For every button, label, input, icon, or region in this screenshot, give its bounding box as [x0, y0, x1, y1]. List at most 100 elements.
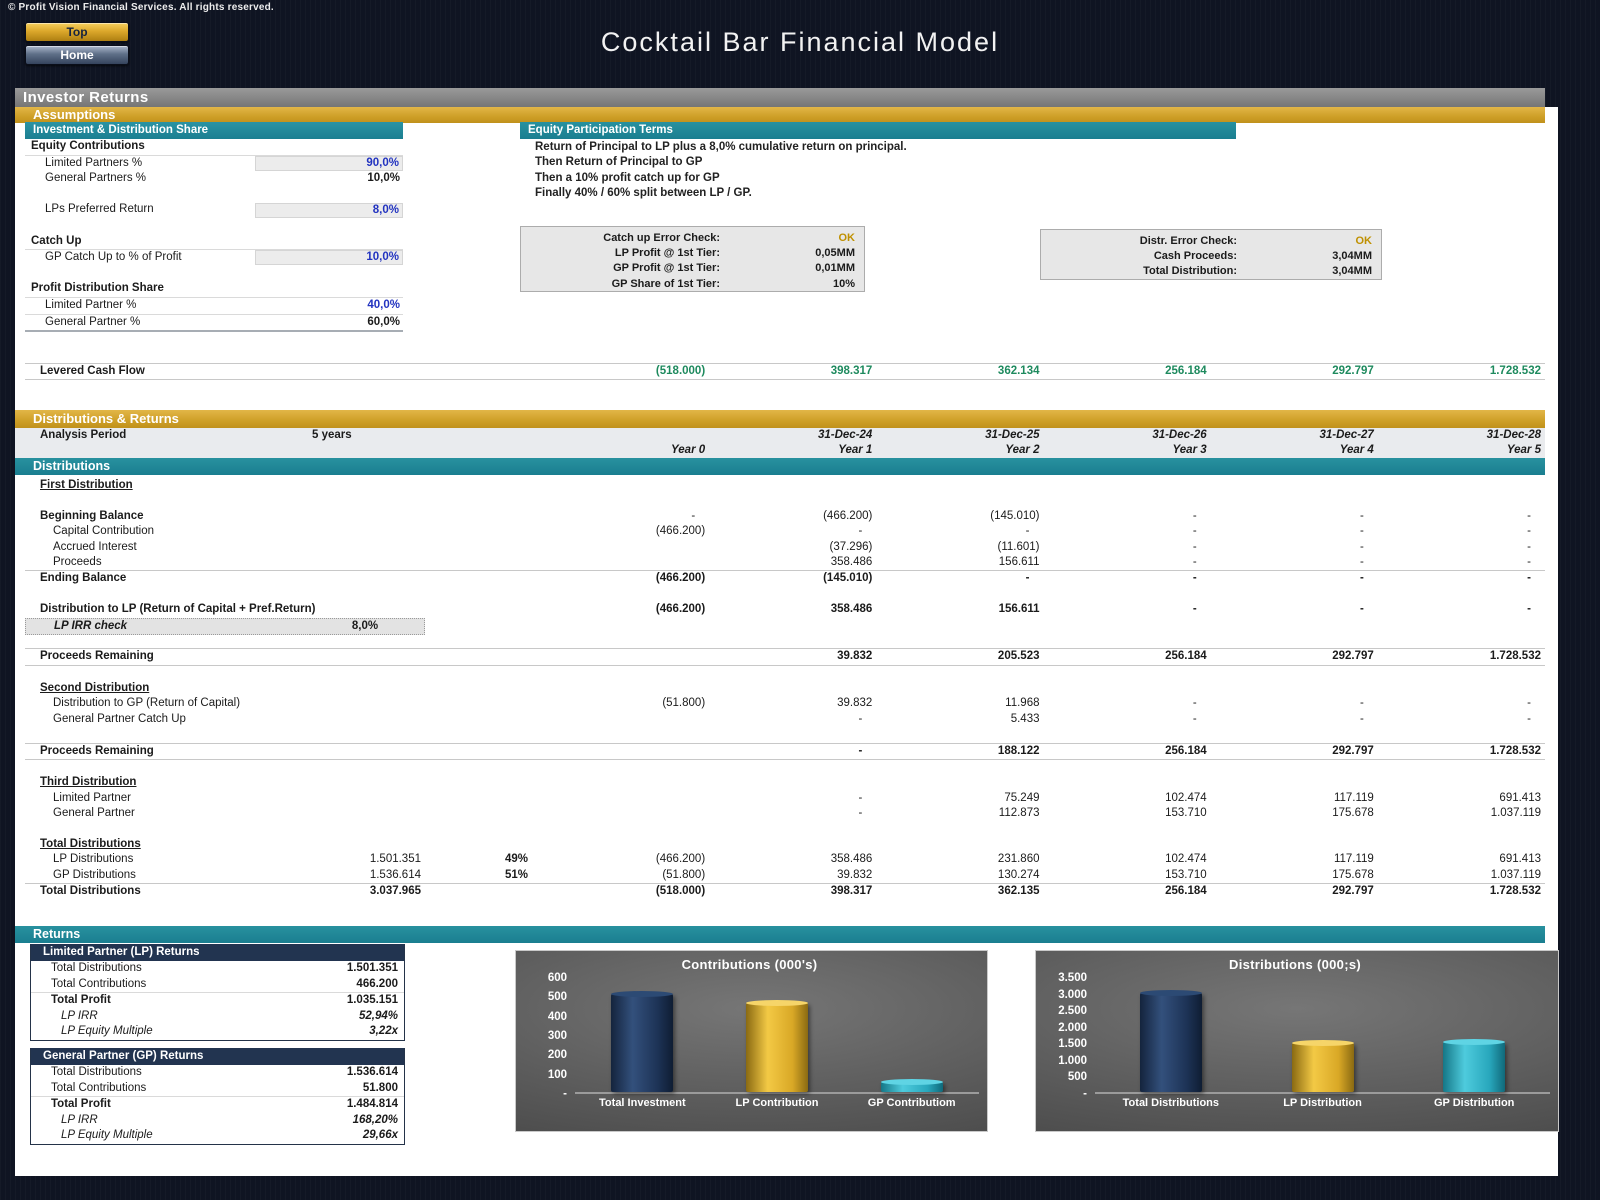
- spacer-row: [25, 266, 403, 282]
- table-row: Accrued Interest (37.296) (11.601) - - -: [25, 540, 1545, 555]
- year-value: [542, 478, 709, 493]
- value-col-b: [425, 837, 542, 852]
- chart-title: Distributions (000;s): [1229, 957, 1361, 972]
- y-axis: 600 500 400 300 200 100 -: [520, 972, 575, 1100]
- kv-label: Cash Proceeds:: [1153, 250, 1237, 263]
- kv-value: 0,05MM: [815, 247, 855, 260]
- kv-label: GP Catch Up to % of Profit: [45, 251, 182, 264]
- year-value: -: [1359, 697, 1364, 710]
- assumptions-rows: Equity Contributions Limited Partners % 90…: [25, 139, 403, 333]
- year-value: -: [1025, 572, 1030, 585]
- year-value: [542, 806, 709, 821]
- kv-row: Total Profit 1.035.151: [31, 993, 404, 1009]
- value-col-a: [310, 509, 425, 524]
- chart-bar: [611, 990, 674, 1092]
- year-value: 1.037.119: [1490, 807, 1541, 820]
- value-col-a: [310, 478, 425, 493]
- row-label: General Partner: [53, 807, 135, 820]
- row-label: Proceeds Remaining: [40, 650, 154, 663]
- kv-value: OK: [1355, 235, 1373, 247]
- input-field[interactable]: 8,0%: [255, 202, 403, 218]
- table-row: GP Distributions 1.536.614 51% (51.800) 39.8…: [25, 868, 1545, 883]
- date-header: 31-Dec-25: [985, 429, 1040, 441]
- bar-slot: [844, 978, 979, 1092]
- year-value: 156.611: [998, 555, 1040, 568]
- row-label: Limited Partner: [53, 791, 131, 804]
- value-col-b: [425, 555, 542, 570]
- kv-label: Total Contributions: [51, 1081, 147, 1094]
- spacer-row: [25, 822, 1545, 837]
- axis-tick: 1.500: [1058, 1038, 1087, 1051]
- year-value: (466.200): [655, 572, 706, 585]
- year-value: 1.728.532: [1489, 650, 1541, 663]
- bar-slot: [575, 978, 710, 1092]
- value-col-a: [310, 837, 425, 852]
- spacer-row: [25, 587, 1545, 602]
- row-label: Second Distribution: [40, 682, 150, 695]
- year-value: [709, 775, 876, 790]
- input-field[interactable]: 90,0%: [255, 155, 403, 171]
- table-row: Second Distribution: [25, 681, 1545, 696]
- gp-returns-box: General Partner (GP) Returns Total Distr…: [30, 1048, 405, 1145]
- row-label: Proceeds: [53, 555, 102, 568]
- chart-bar: [1139, 990, 1202, 1092]
- year-value: (51.800): [662, 868, 706, 881]
- catchup-error-check-box: Catch up Error Check: OK LP Profit @ 1st T…: [520, 226, 865, 292]
- kv-label: LP Profit @ 1st Tier:: [614, 247, 720, 260]
- table-row: Beginning Balance - (466.200) (145.010) - - -: [25, 509, 1545, 524]
- home-button[interactable]: Home: [25, 45, 129, 65]
- year-value: 175.678: [1332, 807, 1374, 820]
- value-col-a: 3.037.965: [369, 885, 421, 898]
- value-col-b: [425, 602, 542, 617]
- kv-label: Total Distributions: [51, 962, 142, 974]
- axis-tick: 400: [547, 1010, 567, 1023]
- year-value: (11.601): [997, 540, 1040, 553]
- x-axis-label: GP Contributiom: [867, 1097, 956, 1109]
- year-value: (145.010): [823, 572, 873, 585]
- distribution-error-check-box: Distr. Error Check: OK Cash Proceeds: 3,04M…: [1040, 229, 1382, 280]
- bars: [1095, 978, 1550, 1092]
- year-value: [1211, 837, 1378, 852]
- year-value: 1.037.119: [1490, 868, 1541, 881]
- year-value: (518.000): [655, 885, 706, 898]
- year-value: -: [1527, 697, 1531, 710]
- gp-returns-header: General Partner (GP) Returns: [31, 1048, 404, 1065]
- row-label: Levered Cash Flow: [40, 365, 145, 377]
- kv-label: Equity Contributions: [31, 140, 145, 152]
- top-button[interactable]: Top: [25, 22, 129, 42]
- year-value: [1378, 775, 1545, 790]
- y-axis: 3.500 3.000 2.500 2.000 1.500 1.000 500 -: [1040, 972, 1095, 1100]
- table-row: Ending Balance (466.200) (145.010) - - - -: [25, 570, 1545, 586]
- year-value: 292.797: [1332, 744, 1374, 757]
- year-value: -: [858, 791, 863, 804]
- kv-value: 40,0%: [367, 298, 400, 311]
- year-value: [542, 837, 709, 852]
- value-col-a: 1.536.614: [369, 868, 421, 881]
- kv-value: 466.200: [356, 977, 398, 990]
- value-col-a: [310, 681, 425, 696]
- kv-label: GP Profit @ 1st Tier:: [613, 262, 720, 275]
- year-value: [1044, 775, 1211, 790]
- value-col-a: [310, 806, 425, 821]
- value-col-a: [310, 712, 425, 727]
- kv-label: GP Share of 1st Tier:: [611, 277, 720, 290]
- value-col-a: [310, 555, 425, 570]
- value-col-b: [425, 509, 542, 524]
- year-header: Year 0: [671, 444, 706, 457]
- year-value: [1044, 837, 1211, 852]
- section-distributions-returns: Distributions & Returns: [15, 410, 1545, 428]
- year-value: 256.184: [1165, 744, 1207, 757]
- value-col-b: [425, 364, 542, 379]
- kv-label: LPs Preferred Return: [45, 203, 154, 216]
- year-value: 153.710: [1165, 868, 1207, 881]
- spacer-row: [25, 727, 1545, 742]
- kv-label: LP Equity Multiple: [61, 1129, 153, 1142]
- axis-tick: 1.000: [1058, 1054, 1087, 1067]
- input-field[interactable]: 10,0%: [255, 250, 403, 266]
- table-row: Total Distributions: [25, 837, 1545, 852]
- x-axis-label: LP Distribution: [1283, 1097, 1362, 1109]
- kv-value: 1.035.151: [346, 994, 398, 1007]
- equity-terms-text: Return of Principal to LP plus a 8,0% cu…: [535, 140, 1235, 202]
- year-value: [876, 837, 1043, 852]
- year-value: [542, 555, 709, 570]
